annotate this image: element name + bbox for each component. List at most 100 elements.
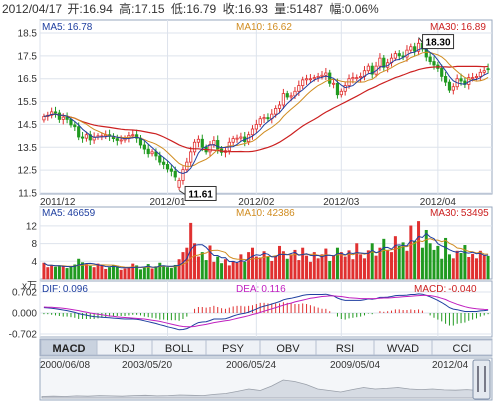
volume-bar-down <box>440 258 444 280</box>
tab-rsi[interactable]: RSI <box>315 339 375 356</box>
legend-label: MA5: <box>42 208 65 219</box>
price-panel <box>39 19 493 195</box>
candle-up <box>181 169 185 181</box>
price-tick-label: 11.5 <box>18 189 37 200</box>
legend-label: DIF: <box>42 284 61 295</box>
indicator-tabs[interactable]: MACD KDJ BOLL PSY OBV RSI WVAD CCI <box>40 339 493 356</box>
volume-bar-up <box>312 252 316 280</box>
volume-value: 51487 <box>290 2 324 16</box>
legend-value: 0.116 <box>261 284 286 295</box>
price-callout-line <box>418 37 423 43</box>
legend-value: 0.096 <box>63 284 88 295</box>
volume-bar-down <box>370 243 374 280</box>
tab-obv[interactable]: OBV <box>259 339 317 356</box>
low-label: 低: <box>171 2 186 16</box>
candle-down <box>447 81 452 91</box>
candle-up <box>343 85 347 92</box>
volume-bar-down <box>162 265 166 280</box>
candle-up <box>119 139 123 142</box>
candle-up <box>84 134 89 139</box>
volume-bar-up <box>478 250 482 280</box>
volume-bar-up <box>247 252 251 280</box>
candle-down <box>57 112 61 120</box>
candle-down <box>53 111 58 114</box>
candle-up <box>324 72 328 76</box>
volume-bar-up <box>185 247 189 280</box>
volume-bar-down <box>436 245 440 280</box>
candle-up <box>478 71 482 77</box>
tab-macd[interactable]: MACD <box>40 339 98 356</box>
tab-label: WVAD <box>387 343 419 355</box>
candle-up <box>192 141 197 153</box>
navigator-date-label: 2003/05/20 <box>122 360 172 371</box>
candle-up <box>189 151 193 163</box>
volume-bar-up <box>347 250 351 280</box>
candle-down <box>169 168 173 172</box>
price-tick-label: 12.5 <box>18 166 38 177</box>
tab-label: RSI <box>336 343 354 355</box>
candle-up <box>355 77 359 79</box>
volume-bar-down <box>158 262 162 280</box>
volume-bars <box>42 221 490 280</box>
volume-bar-down <box>173 264 177 280</box>
volume-bar-up <box>189 222 193 280</box>
volume-bar-down <box>115 266 119 280</box>
price-callout-box <box>422 34 455 50</box>
candle-up <box>231 138 235 143</box>
volume-ma10-line <box>43 238 489 269</box>
legend-label: MA10: <box>236 208 265 219</box>
volume-bar-up <box>262 251 266 280</box>
legend-ma30: MA30: 53495 <box>430 208 489 219</box>
tab-kdj[interactable]: KDJ <box>96 339 153 356</box>
close-value: 16.93 <box>238 2 268 16</box>
ma30-line <box>43 65 489 153</box>
candle-up <box>416 42 421 52</box>
candle-down <box>413 46 417 52</box>
volume-tick-label: 12 <box>26 221 38 232</box>
volume-bar-up <box>50 264 54 280</box>
candle-down <box>69 119 73 126</box>
candle-up <box>61 116 65 120</box>
macd-tick-label: 0.000 <box>12 309 37 320</box>
volume-bar-down <box>444 237 448 280</box>
volume-bar-down <box>111 264 115 280</box>
legend-ma30: MA30: 16.89 <box>430 22 486 33</box>
candle-up <box>239 136 243 139</box>
volume-bar-up <box>227 265 231 280</box>
candle-up <box>50 111 54 116</box>
legend-value: 53495 <box>461 208 489 219</box>
candle-down <box>173 170 177 178</box>
tab-psy[interactable]: PSY <box>205 339 261 356</box>
volume-bar-up <box>281 251 285 280</box>
tab-cci[interactable]: CCI <box>431 339 493 356</box>
legend-macd: MACD: -0.040 <box>414 284 477 295</box>
tab-wvad[interactable]: WVAD <box>373 339 433 356</box>
legend-value: 46659 <box>67 208 95 219</box>
candle-up <box>301 79 305 86</box>
candle-down <box>440 68 444 77</box>
volume-bar-up <box>362 258 366 280</box>
navigator-handle[interactable] <box>472 359 491 400</box>
volume-bar-up <box>42 262 46 280</box>
tab-boll[interactable]: BOLL <box>151 339 207 356</box>
volume-bar-up <box>305 255 309 280</box>
volume-bar-up <box>359 254 363 280</box>
volume-bar-down <box>166 267 170 280</box>
price-tick-label: 16.5 <box>18 74 38 85</box>
volume-bar-up <box>343 256 347 280</box>
open-label: 开: <box>67 2 82 16</box>
candle-up <box>304 78 309 81</box>
candle-up <box>451 86 455 91</box>
candle-up <box>359 76 363 78</box>
volume-bar-up <box>274 255 278 280</box>
volume-bar-up <box>301 247 305 280</box>
volume-bar-down <box>146 264 150 280</box>
volume-bar-up <box>451 258 455 280</box>
candle-down <box>77 126 81 138</box>
volume-bar-down <box>216 256 220 280</box>
volume-bar-up <box>181 252 185 280</box>
volume-bar-down <box>459 253 463 280</box>
candle-up <box>308 78 313 81</box>
volume-tick-label: 4 <box>31 257 37 268</box>
candle-down <box>370 65 374 75</box>
